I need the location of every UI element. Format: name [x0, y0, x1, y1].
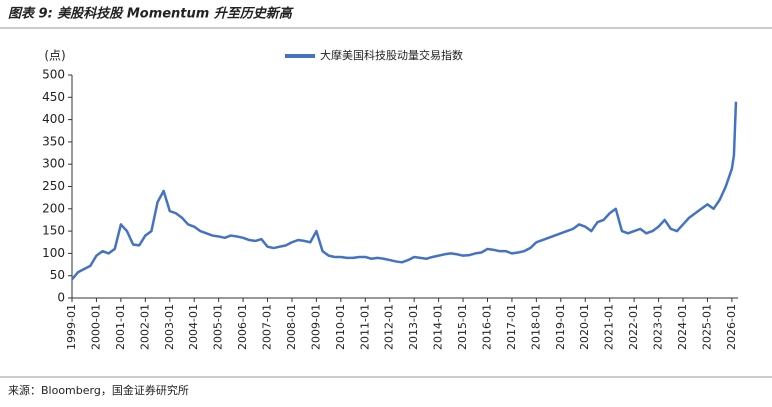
x-tick-label: 2026-01 [725, 304, 738, 350]
x-tick-label: 1999-01 [65, 304, 78, 350]
x-tick-label: 2010-01 [334, 304, 347, 350]
y-tick-label: 400 [42, 112, 65, 126]
x-tick-label: 2016-01 [480, 304, 493, 350]
y-tick-label: 500 [42, 68, 65, 82]
y-tick-label: 100 [42, 246, 65, 260]
x-tick-label: 2006-01 [236, 304, 249, 350]
y-tick-label: 250 [42, 179, 65, 193]
x-tick-label: 2009-01 [309, 304, 322, 350]
x-tick-label: 2025-01 [700, 304, 713, 350]
y-tick-label: 350 [42, 134, 65, 148]
y-tick-label: 300 [42, 157, 65, 171]
x-tick-label: 2018-01 [529, 304, 542, 350]
legend-label: 大摩美国科技股动量交易指数 [320, 48, 463, 62]
x-tick-label: 2011-01 [358, 304, 371, 350]
y-tick-label: 200 [42, 201, 65, 215]
x-tick-label: 2000-01 [89, 304, 102, 350]
x-tick-label: 2024-01 [676, 304, 689, 350]
x-tick-label: 2017-01 [505, 304, 518, 350]
x-tick-label: 2012-01 [383, 304, 396, 350]
line [71, 101, 738, 281]
y-axis-label: (点) [44, 49, 65, 63]
x-tick-label: 2023-01 [652, 304, 665, 350]
y-tick-label: 50 [50, 268, 65, 282]
x-tick-label: 2020-01 [578, 304, 591, 350]
x-tick-label: 2021-01 [603, 304, 616, 350]
y-tick-label: 150 [42, 224, 65, 238]
x-tick-label: 2019-01 [554, 304, 567, 350]
x-tick-label: 2005-01 [212, 304, 225, 350]
chart-title: 图表 9: 美股科技股 Momentum 升至历史新高 [8, 6, 294, 22]
x-tick-label: 2003-01 [163, 304, 176, 350]
x-tick-label: 2008-01 [285, 304, 298, 350]
x-tick-label: 2001-01 [114, 304, 127, 350]
x-tick-label: 2022-01 [627, 304, 640, 350]
y-tick-label: 450 [42, 90, 65, 104]
x-tick-label: 2007-01 [261, 304, 274, 350]
x-tick-label: 2002-01 [138, 304, 151, 350]
y-tick-label: 0 [57, 291, 65, 305]
source: 来源：Bloomberg，国金证券研究所 [8, 383, 189, 397]
x-tick-label: 2014-01 [432, 304, 445, 350]
x-tick-label: 2013-01 [407, 304, 420, 350]
x-tick-label: 2004-01 [187, 304, 200, 350]
x-tick-label: 2015-01 [456, 304, 469, 350]
